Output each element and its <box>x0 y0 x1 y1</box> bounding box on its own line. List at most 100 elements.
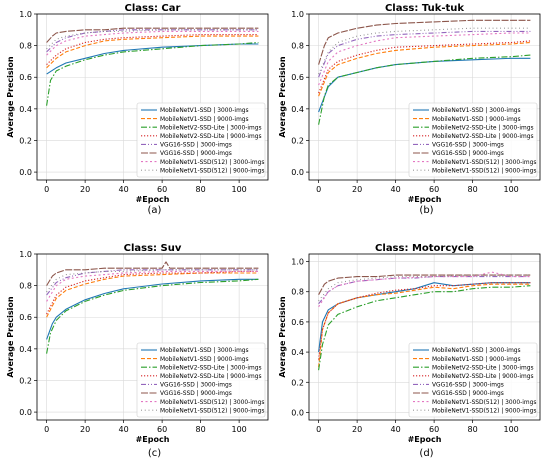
legend: MobileNetV1-SSD | 3000-imgs MobileNetV1-S… <box>136 342 266 418</box>
series-line-6 <box>46 27 259 43</box>
legend-label-3: MobileNetV2-SSD-Lite | 3000-imgs <box>432 125 534 131</box>
chart-title: Class: Suv <box>124 243 182 254</box>
x-axis-label: #Epoch <box>408 435 442 444</box>
x-tick-label: 0 <box>44 425 49 434</box>
x-tick-label: 80 <box>196 185 206 194</box>
legend-label-8: MobileNetV1-SSD(512) | 9000-imgs <box>432 408 536 414</box>
x-tick-label: 20 <box>80 185 90 194</box>
legend-label-6: VGG16-SSD | 9000-imgs <box>432 151 504 157</box>
legend-box <box>136 102 266 178</box>
x-tick-label: 100 <box>503 185 518 194</box>
y-tick-label: 0.8 <box>19 42 32 51</box>
legend-label-1: MobileNetV1-SSD | 3000-imgs <box>160 108 249 114</box>
y-tick-label: 0.6 <box>291 318 304 327</box>
y-tick-label: 0.2 <box>19 376 32 385</box>
legend-label-8: MobileNetV1-SSD(512) | 9000-imgs <box>432 168 536 174</box>
y-tick-label: 0.0 <box>291 408 304 417</box>
x-axis-label: #Epoch <box>408 195 442 204</box>
series-line-2 <box>318 283 531 368</box>
legend-label-6: VGG16-SSD | 9000-imgs <box>160 151 232 157</box>
plot-frame <box>308 253 541 421</box>
x-tick-label: 0 <box>44 185 49 194</box>
series-line-1 <box>318 57 531 113</box>
series-line-2 <box>46 272 259 318</box>
legend: MobileNetV1-SSD | 3000-imgs MobileNetV1-S… <box>136 102 266 178</box>
legend-label-1: MobileNetV1-SSD | 3000-imgs <box>432 108 521 114</box>
legend-label-4: MobileNetV2-SSD-Lite | 9000-imgs <box>160 374 262 380</box>
chart-title: Class: Motorcycle <box>375 243 474 254</box>
series-line-1 <box>46 278 259 340</box>
chart-panel-2: 0 20 40 60 80 100 0.0 0.2 0.4 0.6 0.8 1.0 Class: Tuk… <box>278 3 541 216</box>
y-tick-label: 0.6 <box>19 73 32 82</box>
series-line-5 <box>318 276 531 305</box>
x-tick-label: 80 <box>468 185 478 194</box>
legend-label-3: MobileNetV2-SSD-Lite | 3000-imgs <box>432 365 534 371</box>
panel-caption: (a) <box>148 205 162 216</box>
y-tick-label: 0.8 <box>291 42 304 51</box>
legend-label-7: MobileNetV1-SSD(512) | 3000-imgs <box>160 160 264 166</box>
y-tick-label: 0.2 <box>291 378 304 387</box>
y-tick-label: 0.0 <box>19 408 32 417</box>
legend-label-7: MobileNetV1-SSD(512) | 3000-imgs <box>160 400 264 406</box>
legend-label-6: VGG16-SSD | 9000-imgs <box>160 391 232 397</box>
series-line-2 <box>318 41 531 97</box>
x-tick-label: 40 <box>391 185 401 194</box>
x-tick-label: 40 <box>391 425 401 434</box>
series-line-8 <box>318 274 531 302</box>
legend-label-2: MobileNetV1-SSD | 9000-imgs <box>160 117 249 123</box>
series-line-5 <box>318 30 531 78</box>
panel-caption: (c) <box>148 448 161 459</box>
y-axis-label: Average Precision <box>6 56 15 138</box>
x-tick-label: 80 <box>196 425 206 434</box>
chart-panel-4: 0 20 40 60 80 100 0.0 0.2 0.4 0.6 0.8 1.0 Class: Mot… <box>278 243 541 459</box>
x-tick-label: 20 <box>80 425 90 434</box>
plot-frame <box>36 13 269 181</box>
x-tick-label: 40 <box>119 425 129 434</box>
legend-box <box>408 342 538 418</box>
series-line-6 <box>318 274 531 295</box>
legend: MobileNetV1-SSD | 3000-imgs MobileNetV1-S… <box>408 102 538 178</box>
series-line-6 <box>318 19 531 65</box>
chart-title: Class: Car <box>125 3 181 14</box>
y-tick-label: 1.0 <box>291 258 304 267</box>
legend-label-1: MobileNetV1-SSD | 3000-imgs <box>160 348 249 354</box>
y-tick-label: 0.0 <box>19 168 32 177</box>
series-line-8 <box>318 27 531 75</box>
legend-label-7: MobileNetV1-SSD(512) | 3000-imgs <box>432 160 536 166</box>
x-tick-label: 100 <box>503 425 518 434</box>
series-group <box>318 19 531 125</box>
series-line-7 <box>46 30 259 56</box>
series-line-4 <box>46 34 259 65</box>
series-group <box>46 261 259 354</box>
series-line-4 <box>318 282 531 360</box>
y-tick-label: 0.8 <box>19 282 32 291</box>
y-tick-label: 0.4 <box>19 345 32 354</box>
x-tick-label: 0 <box>316 185 321 194</box>
legend-label-2: MobileNetV1-SSD | 9000-imgs <box>432 117 521 123</box>
series-line-3 <box>46 278 259 354</box>
y-tick-label: 0.4 <box>291 348 304 357</box>
x-tick-label: 60 <box>157 425 167 434</box>
legend-label-8: MobileNetV1-SSD(512) | 9000-imgs <box>160 168 264 174</box>
legend-label-5: VGG16-SSD | 3000-imgs <box>432 383 504 389</box>
legend-label-5: VGG16-SSD | 3000-imgs <box>160 143 232 149</box>
y-tick-label: 0.6 <box>291 73 304 82</box>
legend-label-1: MobileNetV1-SSD | 3000-imgs <box>432 348 521 354</box>
legend-box <box>408 102 538 178</box>
x-tick-label: 100 <box>231 185 246 194</box>
series-group <box>318 271 531 371</box>
legend-label-2: MobileNetV1-SSD | 9000-imgs <box>160 357 249 363</box>
y-tick-label: 0.4 <box>19 105 32 114</box>
series-line-5 <box>46 269 259 296</box>
legend-label-6: VGG16-SSD | 9000-imgs <box>432 391 504 397</box>
panel-caption: (d) <box>419 448 433 459</box>
y-tick-label: 0.4 <box>291 105 304 114</box>
y-tick-label: 1.0 <box>19 10 32 19</box>
plot-frame <box>36 253 269 421</box>
y-tick-label: 0.6 <box>19 313 32 322</box>
plot-frame <box>308 13 541 181</box>
panel-caption: (b) <box>419 205 433 216</box>
legend-label-8: MobileNetV1-SSD(512) | 9000-imgs <box>160 408 264 414</box>
legend-label-3: MobileNetV2-SSD-Lite | 3000-imgs <box>160 365 262 371</box>
